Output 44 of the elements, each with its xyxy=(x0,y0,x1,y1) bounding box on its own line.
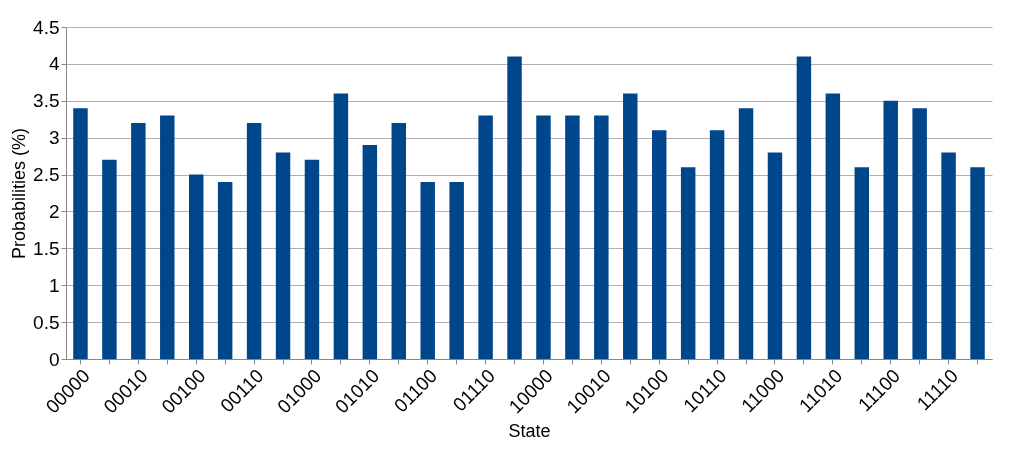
x-axis-title: State xyxy=(508,421,551,442)
y-tick-label: 1.5 xyxy=(33,237,60,259)
bar xyxy=(854,167,870,359)
y-tick-label: 3.5 xyxy=(33,90,60,112)
bar xyxy=(941,152,956,359)
bar xyxy=(651,130,667,359)
y-tick-label: 3 xyxy=(48,127,60,149)
bar xyxy=(362,145,378,359)
y-tick-label: 2.5 xyxy=(33,164,60,186)
y-tick-label: 0.5 xyxy=(33,311,60,333)
bar xyxy=(912,108,927,359)
bar xyxy=(623,93,638,359)
bar xyxy=(970,167,985,359)
bar xyxy=(391,122,407,359)
bar xyxy=(73,108,88,359)
y-axis-title: Probabilities (%) xyxy=(9,127,30,260)
bar xyxy=(420,181,435,359)
bar xyxy=(680,167,696,359)
bar xyxy=(507,56,522,359)
bar xyxy=(131,122,146,359)
bar xyxy=(478,115,493,359)
y-tick-label: 0 xyxy=(48,348,60,370)
y-tick-label: 2 xyxy=(48,200,60,222)
bar xyxy=(160,115,175,359)
bar xyxy=(275,152,291,359)
bar xyxy=(825,93,841,359)
bar xyxy=(767,152,783,359)
bar xyxy=(709,130,725,359)
y-tick-label: 4 xyxy=(48,53,60,75)
bar xyxy=(217,181,233,359)
y-tick-label: 4.5 xyxy=(33,16,60,38)
bar xyxy=(304,159,320,359)
bar xyxy=(594,115,609,359)
y-tick-label: 1 xyxy=(48,274,60,296)
bar xyxy=(246,122,262,359)
bar xyxy=(102,159,117,359)
bar xyxy=(449,181,464,359)
bar xyxy=(796,56,812,359)
bar xyxy=(565,115,580,359)
bar xyxy=(188,174,204,359)
bar xyxy=(536,115,551,359)
bar xyxy=(738,108,754,359)
bar xyxy=(883,100,898,359)
bar xyxy=(333,93,349,359)
